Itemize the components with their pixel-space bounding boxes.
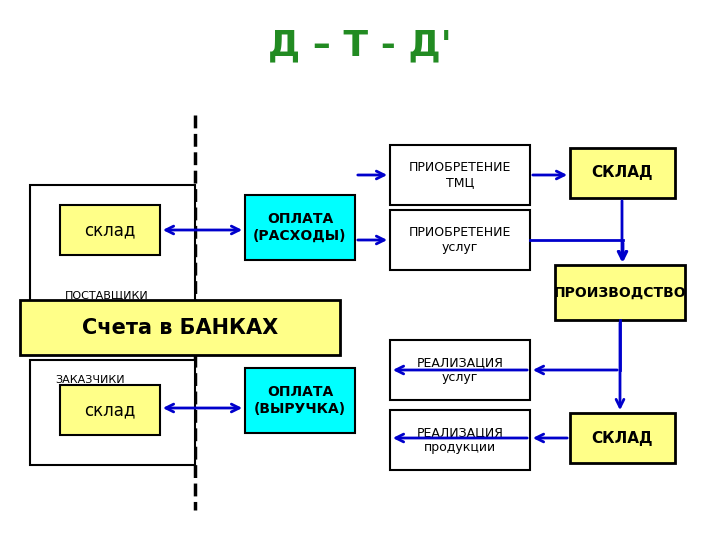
- Bar: [60, 205, 160, 255]
- Text: РЕАЛИЗАЦИЯ
продукции: РЕАЛИЗАЦИЯ продукции: [417, 426, 503, 454]
- Text: СКЛАД: СКЛАД: [592, 430, 653, 445]
- Text: РЕАЛИЗАЦИЯ
услуг: РЕАЛИЗАЦИЯ услуг: [417, 356, 503, 384]
- Bar: [30, 360, 195, 465]
- Text: ОПЛАТА
(ВЫРУЧКА): ОПЛАТА (ВЫРУЧКА): [254, 386, 346, 416]
- Bar: [390, 340, 530, 400]
- Text: ПРИОБРЕТЕНИЕ
ТМЦ: ПРИОБРЕТЕНИЕ ТМЦ: [409, 161, 511, 189]
- Bar: [390, 410, 530, 470]
- Bar: [390, 210, 530, 270]
- Bar: [60, 385, 160, 435]
- Bar: [555, 265, 685, 320]
- Text: ПРОИЗВОДСТВО: ПРОИЗВОДСТВО: [554, 286, 686, 300]
- Bar: [20, 300, 340, 355]
- Text: склад: склад: [84, 221, 135, 239]
- Text: ЗАКАЗЧИКИ: ЗАКАЗЧИКИ: [55, 375, 125, 385]
- Bar: [570, 148, 675, 198]
- Bar: [390, 145, 530, 205]
- Text: склад: склад: [84, 401, 135, 419]
- Bar: [570, 413, 675, 463]
- Text: ПОСТАВЩИКИ: ПОСТАВЩИКИ: [65, 290, 149, 300]
- Text: Счета в БАНКАХ: Счета в БАНКАХ: [82, 318, 278, 338]
- Bar: [245, 195, 355, 260]
- Bar: [245, 368, 355, 433]
- Text: Д – Т - Д': Д – Т - Д': [268, 28, 452, 62]
- Bar: [30, 185, 195, 305]
- Text: ПРИОБРЕТЕНИЕ
услуг: ПРИОБРЕТЕНИЕ услуг: [409, 226, 511, 254]
- Text: СКЛАД: СКЛАД: [592, 165, 653, 180]
- Text: ОПЛАТА
(РАСХОДЫ): ОПЛАТА (РАСХОДЫ): [253, 212, 347, 242]
